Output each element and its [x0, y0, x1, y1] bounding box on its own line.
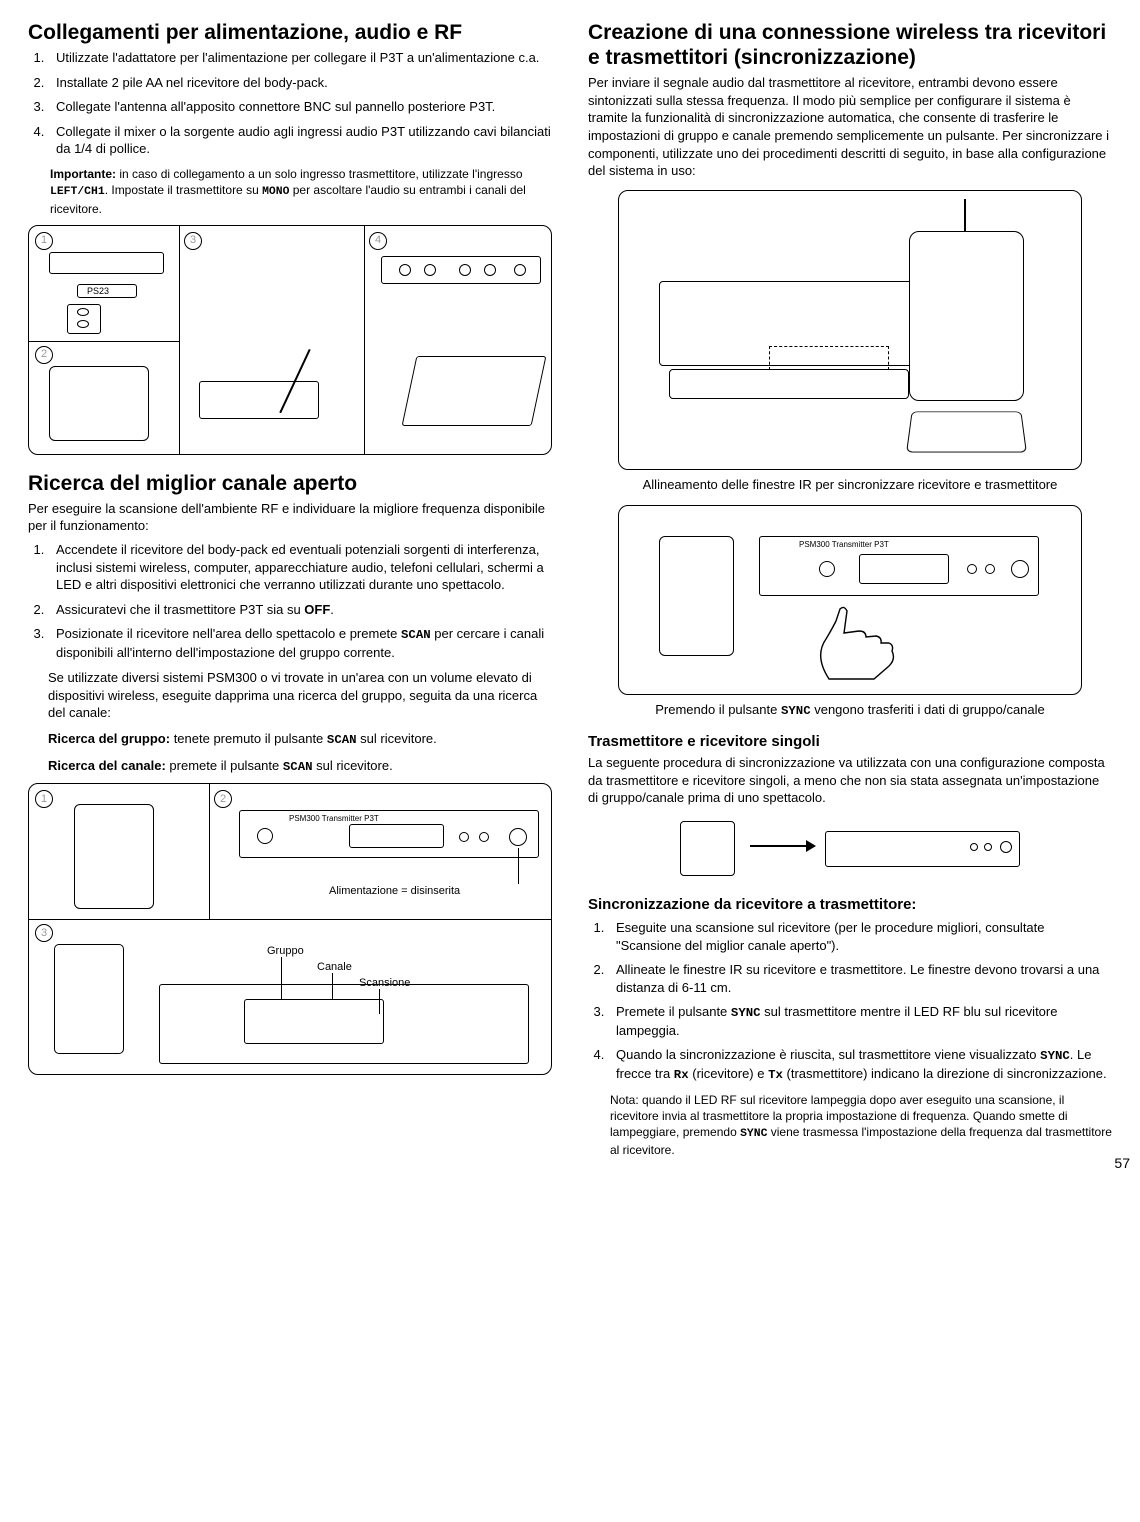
list-item: Assicuratevi che il trasmettitore P3T si… [48, 601, 552, 619]
list-item: Utilizzate l'adattatore per l'alimentazi… [48, 49, 552, 67]
step-badge-3: 3 [184, 232, 202, 250]
heading-power: Collegamenti per alimentazione, audio e … [28, 20, 552, 45]
heading-sync: Creazione di una connessione wireless tr… [588, 20, 1112, 70]
power-diagram: 1 3 4 2 PS23 [28, 225, 552, 455]
sync-button-diagram: PSM300 Transmitter P3T [618, 505, 1082, 695]
scan-label: Scansione [359, 976, 410, 991]
group-search: Ricerca del gruppo: tenete premuto il pu… [48, 730, 552, 749]
left-column: Collegamenti per alimentazione, audio e … [28, 20, 552, 1167]
hand-icon [804, 601, 924, 681]
power-steps: Utilizzate l'adattatore per l'alimentazi… [28, 49, 552, 158]
page-number: 57 [1114, 1154, 1130, 1173]
mono-text: SCAN [401, 628, 431, 642]
list-item: Eseguite una scansione sul ricevitore (p… [608, 919, 1112, 954]
note-text: . Impostate il trasmettitore su [105, 183, 262, 197]
step-badge-1: 1 [35, 232, 53, 250]
channel-label: Canale [317, 960, 352, 975]
ir-align-caption: Allineamento delle finestre IR per sincr… [588, 476, 1112, 494]
channel-search: Ricerca del canale: premete il pulsante … [48, 757, 552, 776]
step-badge-4: 4 [369, 232, 387, 250]
power-off-label: Alimentazione = disinserita [329, 884, 460, 899]
step-badge-2: 2 [35, 346, 53, 364]
mono-text: LEFT/CH1 [50, 186, 105, 198]
ps23-label: PS23 [87, 285, 109, 297]
scan-intro: Per eseguire la scansione dell'ambiente … [28, 500, 552, 535]
step-badge-3: 3 [35, 924, 53, 942]
right-column: Creazione di una connessione wireless tr… [588, 20, 1112, 1167]
scan-steps: Accendete il ricevitore del body-pack ed… [28, 541, 552, 661]
list-item: Collegate il mixer o la sorgente audio a… [48, 123, 552, 158]
rx2tx-steps: Eseguite una scansione sul ricevitore (p… [588, 919, 1112, 1084]
ir-align-diagram [618, 190, 1082, 470]
list-item: Collegate l'antenna all'apposito connett… [48, 98, 552, 116]
scan-diagram: 1 2 3 PSM300 Transmitter P3T Alimentazio… [28, 783, 552, 1075]
list-item: Installate 2 pile AA nel ricevitore del … [48, 74, 552, 92]
sync-button-caption: Premendo il pulsante SYNC vengono trasfe… [588, 701, 1112, 720]
list-item: Allineate le finestre IR su ricevitore e… [608, 961, 1112, 996]
list-item: Posizionate il ricevitore nell'area dell… [48, 625, 552, 661]
multi-system-note: Se utilizzate diversi sistemi PSM300 o v… [48, 669, 552, 722]
step-badge-1: 1 [35, 790, 53, 808]
list-item: Premete il pulsante SYNC sul trasmettito… [608, 1003, 1112, 1039]
heading-single: Trasmettitore e ricevitore singoli [588, 732, 1112, 752]
important-note: Importante: in caso di collegamento a un… [50, 166, 552, 217]
step-badge-2: 2 [214, 790, 232, 808]
group-label: Gruppo [267, 944, 304, 959]
tx-model-label: PSM300 Transmitter P3T [799, 540, 889, 551]
single-intro: La seguente procedura di sincronizzazion… [588, 754, 1112, 807]
sync-intro: Per inviare il segnale audio dal trasmet… [588, 74, 1112, 179]
mono-text: MONO [262, 186, 289, 198]
note-text: in caso di collegamento a un solo ingres… [116, 167, 523, 181]
heading-rx2tx: Sincronizzazione da ricevitore a trasmet… [588, 895, 1112, 915]
list-item: Accendete il ricevitore del body-pack ed… [48, 541, 552, 594]
final-note: Nota: quando il LED RF sul ricevitore la… [610, 1092, 1112, 1159]
important-label: Importante: [50, 167, 116, 181]
off-label: OFF [304, 602, 330, 617]
list-item: Quando la sincronizzazione è riuscita, s… [608, 1046, 1112, 1083]
heading-scan: Ricerca del miglior canale aperto [28, 471, 552, 496]
single-pairing-diagram [670, 813, 1030, 883]
